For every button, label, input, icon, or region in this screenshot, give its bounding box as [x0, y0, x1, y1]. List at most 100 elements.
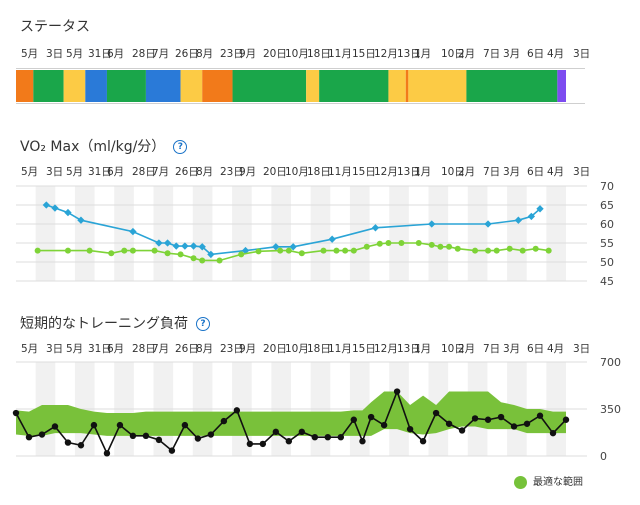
- date-tick-label: 8月: [196, 343, 213, 355]
- vo2-y-tick-label: 70: [600, 180, 614, 193]
- fitness-level-point: [216, 257, 223, 264]
- date-tick-label: 9月: [239, 343, 256, 355]
- training-load-point: [90, 421, 98, 429]
- status-segment: [63, 70, 86, 102]
- date-tick-label: 7日: [483, 48, 500, 60]
- vo2max-point: [536, 205, 544, 213]
- vo2max-point: [129, 227, 137, 236]
- week-stripe: [389, 186, 409, 281]
- vo2max-point: [155, 239, 163, 247]
- status-segment: [16, 70, 34, 102]
- fitness-level-point: [121, 247, 128, 254]
- help-icon[interactable]: ?: [196, 317, 210, 331]
- training-load-point: [77, 442, 85, 449]
- week-stripe: [153, 186, 174, 281]
- fitness-level-point: [320, 247, 327, 254]
- fitness-level-point: [238, 251, 245, 258]
- date-tick-label: 28日: [132, 48, 156, 60]
- week-stripe: [114, 186, 134, 281]
- fitness-level-point: [472, 247, 479, 254]
- date-tick-label: 7月: [152, 343, 169, 355]
- fitness-level-point: [446, 243, 453, 250]
- fitness-level-point: [199, 257, 206, 264]
- training-load-point: [129, 432, 137, 440]
- date-tick-label: 5月: [21, 166, 38, 178]
- date-tick-label: 15日: [352, 48, 376, 60]
- date-tick-label: 12月: [374, 343, 398, 355]
- training-load-point: [359, 438, 366, 445]
- training-load-point: [445, 420, 453, 427]
- training-load-point: [142, 432, 150, 440]
- vo2max-point: [198, 243, 206, 251]
- training-load-point: [549, 429, 557, 437]
- week-stripe: [467, 186, 488, 281]
- week-stripe: [546, 186, 566, 281]
- fitness-level-point: [385, 240, 392, 246]
- fitness-level-point: [350, 247, 357, 254]
- date-tick-label: 3月: [503, 343, 520, 355]
- date-tick-label: 4月: [547, 343, 564, 355]
- fitness-level-point: [545, 247, 552, 254]
- fitness-level-point: [151, 247, 158, 254]
- fitness-level-point: [177, 251, 184, 258]
- load-y-tick-label: 700: [600, 356, 621, 369]
- date-tick-label: 11月: [328, 166, 352, 178]
- vo2max-point: [484, 220, 492, 228]
- fitness-level-point: [277, 247, 284, 254]
- date-tick-label: 18日: [307, 343, 331, 355]
- training-load-point: [523, 420, 531, 427]
- training-load-point: [38, 431, 46, 438]
- status-segment: [388, 70, 406, 102]
- date-tick-label: 26日: [175, 48, 199, 60]
- date-tick-label: 5月: [21, 48, 38, 60]
- date-tick-label: 9月: [239, 166, 256, 178]
- week-stripe: [507, 186, 527, 281]
- training-load-point: [246, 440, 254, 448]
- date-tick-label: 6月: [107, 48, 124, 60]
- date-tick-label: 8月: [196, 166, 213, 178]
- fitness-level-point: [519, 247, 526, 254]
- date-tick-label: 31日: [88, 343, 112, 355]
- date-tick-label: 8月: [196, 48, 213, 60]
- date-tick-label: 23日: [220, 48, 244, 60]
- vo2max-title-text: VO₂ Max（ml/kg/分）: [20, 139, 166, 155]
- training-load-point: [380, 421, 388, 429]
- training-load-title: 短期的なトレーニング負荷?: [20, 313, 210, 333]
- date-tick-label: 12月: [374, 166, 398, 178]
- date-tick-label: 10日: [441, 48, 465, 60]
- training-load-point: [484, 416, 492, 423]
- date-tick-label: 10月: [285, 48, 309, 60]
- training-load-point: [272, 428, 280, 436]
- fitness-level-point: [86, 247, 93, 254]
- vo2-y-tick-label: 60: [600, 218, 614, 231]
- date-tick-label: 18日: [307, 166, 331, 178]
- training-load-point: [311, 434, 319, 441]
- date-tick-label: 15日: [352, 166, 376, 178]
- date-tick-label: 31日: [88, 166, 112, 178]
- date-tick-label: 3日: [46, 166, 63, 178]
- training-load-point: [432, 409, 440, 417]
- load-y-tick-label: 350: [600, 403, 621, 416]
- date-tick-label: 26日: [175, 343, 199, 355]
- training-load-point: [207, 431, 215, 438]
- vo2max-point: [64, 208, 72, 217]
- week-stripe: [192, 186, 213, 281]
- date-tick-label: 15日: [352, 343, 376, 355]
- date-tick-label: 28日: [132, 166, 156, 178]
- date-tick-label: 3月: [503, 166, 520, 178]
- training-load-point: [393, 388, 401, 395]
- legend: 最適な範囲: [514, 473, 583, 489]
- week-stripe: [349, 186, 370, 281]
- fitness-level-point: [493, 247, 500, 254]
- help-icon[interactable]: ?: [173, 140, 188, 154]
- week-stripe: [74, 186, 95, 281]
- fitness-level-point: [64, 247, 71, 254]
- fitness-level-point: [532, 245, 539, 252]
- status-segment: [202, 70, 233, 102]
- vo2max-point: [189, 242, 198, 250]
- week-stripe: [232, 186, 252, 281]
- training-load-point: [419, 438, 427, 445]
- fitness-level-point: [190, 255, 197, 262]
- vo2max-title: VO₂ Max（ml/kg/分）?: [20, 136, 188, 156]
- status-title: ステータス: [20, 19, 90, 35]
